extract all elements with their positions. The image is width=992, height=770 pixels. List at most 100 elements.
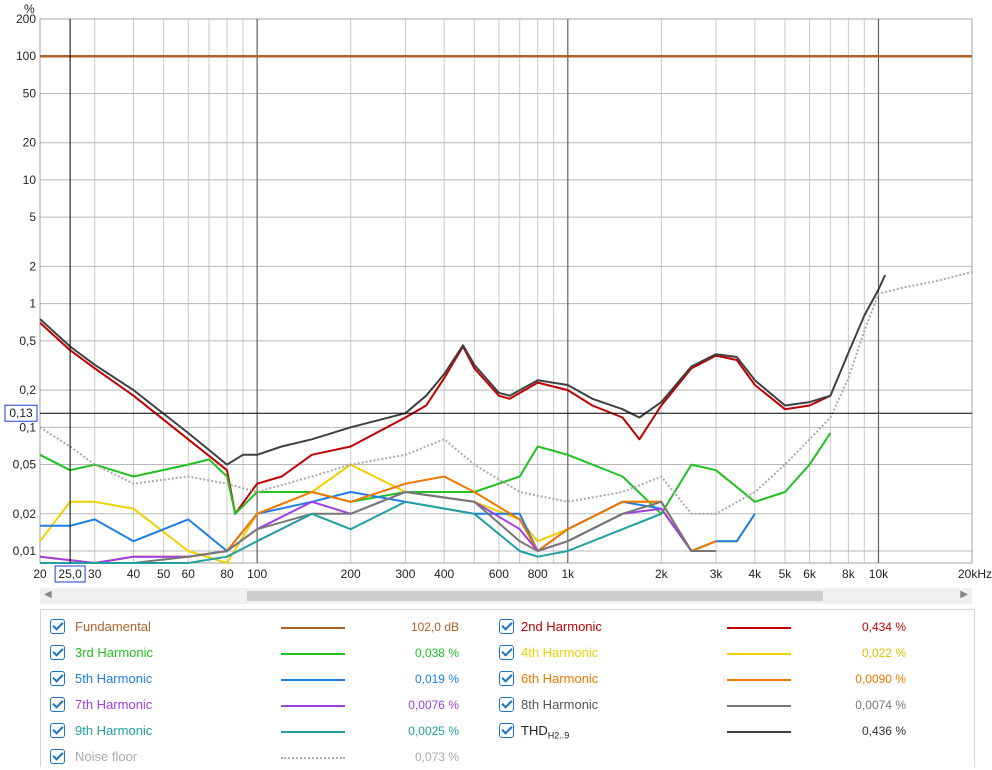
scroll-left-arrow-icon[interactable]: ◀ — [44, 589, 52, 600]
x-tick-label: 600 — [489, 567, 509, 581]
scroll-thumb[interactable] — [247, 591, 823, 601]
legend-value-8th-harmonic: 0,0074 % — [855, 698, 906, 712]
x-tick-label: 5k — [779, 567, 793, 581]
y-tick-label: 0,2 — [19, 383, 36, 397]
y-tick-label: 5 — [29, 210, 36, 224]
y-tick-label: 0,01 — [13, 544, 37, 558]
legend-item-7th-harmonic: 7th Harmonic 0,0076 % — [41, 696, 974, 718]
x-tick-label: 10k — [869, 567, 889, 581]
x-tick-label: 6k — [803, 567, 817, 581]
legend-checkbox-8th-harmonic[interactable] — [499, 697, 514, 712]
x-tick-label: 100 — [247, 567, 267, 581]
x-tick-label: 800 — [528, 567, 548, 581]
legend-swatch-fundamental — [281, 627, 345, 629]
legend-label-2nd-harmonic: 2nd Harmonic — [521, 619, 602, 634]
series-8th-harmonic-line — [40, 491, 716, 564]
series-9th-harmonic-line — [40, 500, 662, 564]
x-tick-label: 8k — [842, 567, 856, 581]
legend-value-7th-harmonic: 0,0076 % — [408, 698, 459, 712]
cursor-y-label[interactable]: 0,13 — [9, 406, 33, 420]
legend-label-8th-harmonic: 8th Harmonic — [521, 697, 599, 712]
plot-border — [39, 18, 973, 564]
x-tick-label: 80 — [220, 567, 234, 581]
y-tick-label: 1 — [29, 297, 36, 311]
legend-swatch-7th-harmonic — [281, 705, 345, 707]
legend-value-6th-harmonic: 0,0090 % — [855, 672, 906, 686]
x-tick-label: 50 — [157, 567, 171, 581]
x-tick-label: 200 — [341, 567, 361, 581]
cursor-x-label[interactable]: 25,0 — [58, 567, 82, 581]
y-tick-label: 0,5 — [19, 334, 36, 348]
legend-item-fundamental: Fundamental 102,0 dB — [41, 618, 974, 640]
series-2nd-harmonic-line — [39, 322, 831, 515]
legend-item-3rd-harmonic: 3rd Harmonic 0,038 % — [41, 644, 974, 666]
series-thd-line — [39, 274, 887, 466]
x-tick-label: 20kHz — [958, 567, 992, 581]
horizontal-scrollbar[interactable]: ◀ ▶ — [40, 588, 972, 604]
legend-checkbox-fundamental[interactable] — [50, 619, 65, 634]
x-tick-label: 40 — [127, 567, 141, 581]
legend-panel: Fundamental 102,0 dB 2nd Harmonic 0,434 % 3r… — [40, 609, 975, 767]
scroll-right-arrow-icon[interactable]: ▶ — [960, 589, 968, 600]
legend-item-8th-harmonic: 8th Harmonic 0,0074 % — [41, 696, 974, 718]
grid-minor — [39, 18, 973, 563]
legend-checkbox-5th-harmonic[interactable] — [50, 671, 65, 686]
y-tick-label: 200 — [16, 12, 36, 26]
series-layer — [39, 54, 973, 564]
x-tick-label: 60 — [182, 567, 196, 581]
legend-value-noise-floor: 0,073 % — [414, 750, 459, 764]
cursor-y-label-box[interactable] — [4, 404, 38, 422]
cursor-layer[interactable]: 0,13 25,0 — [4, 19, 972, 583]
legend-label-fundamental: Fundamental — [75, 619, 151, 634]
legend-value-3rd-harmonic: 0,038 % — [414, 646, 459, 660]
legend-label-5th-harmonic: 5th Harmonic — [75, 671, 153, 686]
series-3rd-harmonic-line — [39, 432, 832, 515]
legend-value-5th-harmonic: 0,019 % — [414, 672, 459, 686]
y-tick-label: 0,1 — [19, 420, 36, 434]
legend-item-thd: THDH2..9 0,436 % — [41, 722, 974, 744]
legend-swatch-2nd-harmonic — [727, 627, 791, 629]
x-tick-label: 4k — [749, 567, 763, 581]
x-tick-label: 300 — [395, 567, 415, 581]
axis-labels: 200 100 50 20 10 5 2 1 0,5 0,2 0,1 0,05 0,02 0,01 20 30… — [13, 12, 992, 581]
legend-checkbox-noise-floor[interactable] — [50, 749, 65, 764]
legend-item-9th-harmonic: 9th Harmonic 0,0025 % — [41, 722, 974, 744]
legend-label-3rd-harmonic: 3rd Harmonic — [75, 645, 154, 660]
legend-value-4th-harmonic: 0,022 % — [861, 646, 906, 660]
legend-swatch-8th-harmonic — [727, 705, 791, 707]
series-6th-harmonic-line — [39, 475, 717, 564]
legend-label-noise-floor: Noise floor — [75, 749, 138, 764]
legend-item-5th-harmonic: 5th Harmonic 0,019 % — [41, 670, 974, 692]
legend-swatch-5th-harmonic — [281, 679, 345, 681]
legend-label-9th-harmonic: 9th Harmonic — [75, 723, 153, 738]
legend-checkbox-9th-harmonic[interactable] — [50, 723, 65, 738]
legend-item-2nd-harmonic: 2nd Harmonic 0,434 % — [41, 618, 974, 640]
legend-checkbox-7th-harmonic[interactable] — [50, 697, 65, 712]
legend-checkbox-6th-harmonic[interactable] — [499, 671, 514, 686]
distortion-chart[interactable]: 0,13 25,0 200 100 50 20 10 5 2 1 0,5 0,2 0,1 0,05 0,0… — [0, 0, 992, 590]
legend-label-4th-harmonic: 4th Harmonic — [521, 645, 599, 660]
y-tick-label: 10 — [23, 173, 37, 187]
legend-label-7th-harmonic: 7th Harmonic — [75, 697, 153, 712]
legend-item-6th-harmonic: 6th Harmonic 0,0090 % — [41, 670, 974, 692]
x-tick-label: 20 — [33, 567, 47, 581]
x-tick-label: 400 — [434, 567, 454, 581]
y-tick-label: 2 — [29, 259, 36, 273]
legend-label-6th-harmonic: 6th Harmonic — [521, 671, 599, 686]
legend-checkbox-3rd-harmonic[interactable] — [50, 645, 65, 660]
y-axis-unit: % — [24, 2, 35, 16]
legend-swatch-4th-harmonic — [727, 653, 791, 655]
y-tick-label: 100 — [16, 49, 36, 63]
legend-swatch-3rd-harmonic — [281, 653, 345, 655]
legend-checkbox-thd[interactable] — [499, 723, 514, 738]
cursor-x-label-box[interactable] — [54, 565, 86, 583]
legend-value-2nd-harmonic: 0,434 % — [861, 620, 906, 634]
legend-checkbox-4th-harmonic[interactable] — [499, 645, 514, 660]
x-tick-label: 2k — [655, 567, 669, 581]
legend-item-4th-harmonic: 4th Harmonic 0,022 % — [41, 644, 974, 666]
legend-swatch-thd — [727, 731, 791, 733]
legend-swatch-noise-floor — [281, 757, 345, 759]
legend-label-subscript: H2..9 — [547, 730, 570, 741]
legend-label-thd: THDH2..9 — [521, 723, 570, 741]
legend-checkbox-2nd-harmonic[interactable] — [499, 619, 514, 634]
